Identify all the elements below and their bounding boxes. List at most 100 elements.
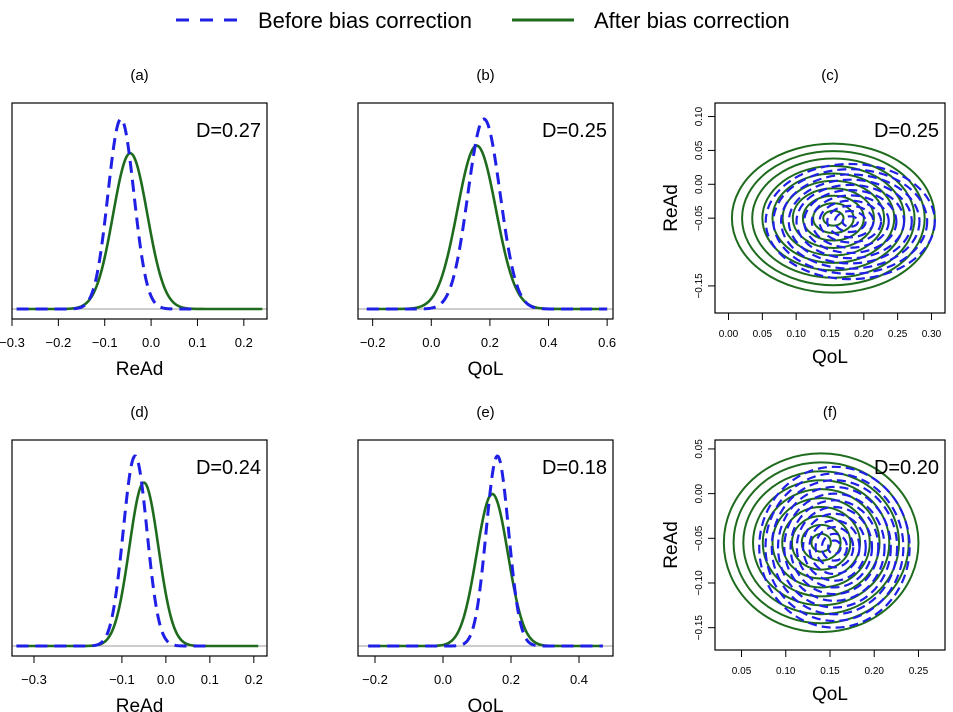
contour-before: [770, 479, 899, 616]
panel-label: (f): [823, 404, 837, 421]
x-axis-label: ReAd: [116, 359, 164, 380]
contour-before: [776, 485, 892, 609]
d-statistic-label: D=0.27: [196, 120, 261, 142]
y-tick-label: 0.05: [694, 439, 705, 459]
x-tick-label: 0.20: [854, 329, 874, 340]
x-tick-label: −0.2: [360, 335, 386, 350]
x-tick-label: 0.1: [188, 335, 206, 350]
y-tick-label: 0.00: [694, 483, 705, 503]
panel-label: (a): [130, 67, 148, 84]
contour-before: [833, 209, 867, 234]
y-tick-label: −0.15: [694, 273, 705, 299]
plot-frame: [357, 439, 614, 657]
density-after-line: [16, 151, 263, 311]
density-before-line: [368, 454, 603, 648]
x-tick-label: 0.2: [502, 672, 520, 687]
contour-after: [722, 452, 920, 634]
contour-after: [761, 488, 881, 598]
contour-before: [795, 183, 906, 260]
panel-e: (e) D=0.18 −0.2 0.0 0.2 0.4 QoL: [357, 404, 614, 712]
panel-label: (c): [821, 67, 839, 84]
plot-frame: [357, 102, 614, 320]
y-axis-label: ReAd: [661, 521, 682, 569]
plot-frame: [11, 439, 268, 657]
x-axis-label: QoL: [468, 359, 504, 380]
y-tick-label: −0.05: [694, 205, 705, 231]
density-before-line: [16, 454, 210, 648]
x-tick-label: 0.2: [245, 672, 263, 687]
panel-a: (a) D=0.27 −0.3 −0.2 −0.1 0.0 0.1 0.2 ReAd: [0, 67, 268, 380]
x-tick-label: 0.0: [422, 335, 440, 350]
contour-before: [764, 162, 936, 281]
contour-before: [818, 199, 883, 244]
contour-after: [771, 497, 871, 589]
x-tick-label: 0.10: [786, 329, 806, 340]
contour-before: [764, 472, 905, 623]
x-tick-label: 0.2: [481, 335, 499, 350]
contour-before: [814, 526, 855, 569]
plot-area: [358, 454, 613, 648]
y-tick-label: −0.05: [694, 525, 705, 551]
y-tick-label: 0.00: [694, 174, 705, 194]
contour-before: [787, 178, 913, 265]
density-before-line: [366, 117, 608, 311]
plot-area: [12, 117, 267, 311]
x-tick-label: −0.2: [362, 672, 388, 687]
y-tick-label: −0.15: [694, 615, 705, 641]
contour-after: [742, 470, 901, 616]
x-tick-label: 0.0: [157, 672, 175, 687]
contour-after: [790, 514, 852, 571]
d-statistic-label: D=0.24: [196, 457, 261, 479]
contour-after: [741, 150, 926, 287]
legend: Before bias correction After bias correc…: [176, 8, 790, 33]
x-axis-label: QoL: [812, 347, 848, 368]
contour-after: [791, 187, 875, 249]
contour-before: [826, 204, 875, 239]
panel-d: (d) D=0.24 −0.3 −0.1 0.0 0.1 0.2 ReAd: [11, 404, 268, 712]
density-after-line: [368, 492, 603, 648]
x-axis-label: ReAd: [116, 696, 164, 712]
x-tick-label: −0.1: [92, 335, 118, 350]
contour-before: [780, 173, 921, 270]
x-tick-label: 0.30: [922, 329, 942, 340]
y-tick-label: −0.10: [694, 570, 705, 596]
x-tick-label: 0.15: [820, 329, 840, 340]
contour-before: [801, 512, 867, 582]
panel-label: (b): [476, 67, 494, 84]
x-tick-label: −0.3: [21, 672, 47, 687]
contour-before: [758, 465, 911, 629]
legend-before-label: Before bias correction: [258, 8, 472, 33]
d-statistic-label: D=0.25: [874, 120, 939, 142]
contour-after: [781, 506, 862, 580]
contour-before: [827, 539, 842, 556]
panel-label: (e): [476, 404, 494, 421]
density-after-line: [16, 481, 259, 648]
x-tick-label: 0.4: [570, 672, 588, 687]
plot-area: [12, 454, 267, 648]
x-tick-label: 0.1: [201, 672, 219, 687]
contour-before: [810, 194, 890, 249]
contour-before: [772, 168, 929, 276]
contour-after: [730, 142, 936, 294]
x-tick-label: 0.05: [732, 666, 752, 677]
x-axis-label: QoL: [812, 684, 848, 705]
panel-label: (d): [130, 404, 148, 421]
x-tick-label: 0.0: [142, 335, 160, 350]
plot-frame: [11, 102, 268, 320]
x-tick-label: 0.10: [776, 666, 796, 677]
contour-before: [808, 519, 861, 576]
x-tick-label: 0.20: [864, 666, 884, 677]
contour-before: [803, 189, 898, 255]
panel-f: (f) −0.15 −0.10 −0.05 0.00 0.05 ReAd D=0.20 0.05…: [661, 404, 946, 705]
d-statistic-label: D=0.20: [874, 457, 939, 479]
panel-c: (c) −0.15 −0.05 0.00 0.05 0.10 ReAd D=0.25 0.00 0…: [661, 67, 946, 368]
contour-before: [795, 505, 874, 589]
x-tick-label: 0.05: [753, 329, 773, 340]
x-tick-label: 0.6: [598, 335, 616, 350]
legend-after-label: After bias correction: [594, 8, 790, 33]
panel-b: (b) D=0.25 −0.2 0.0 0.2 0.4 0.6 QoL: [357, 67, 616, 380]
x-tick-label: 0.15: [820, 666, 840, 677]
d-statistic-label: D=0.25: [542, 120, 607, 142]
y-tick-label: 0.10: [694, 106, 705, 126]
